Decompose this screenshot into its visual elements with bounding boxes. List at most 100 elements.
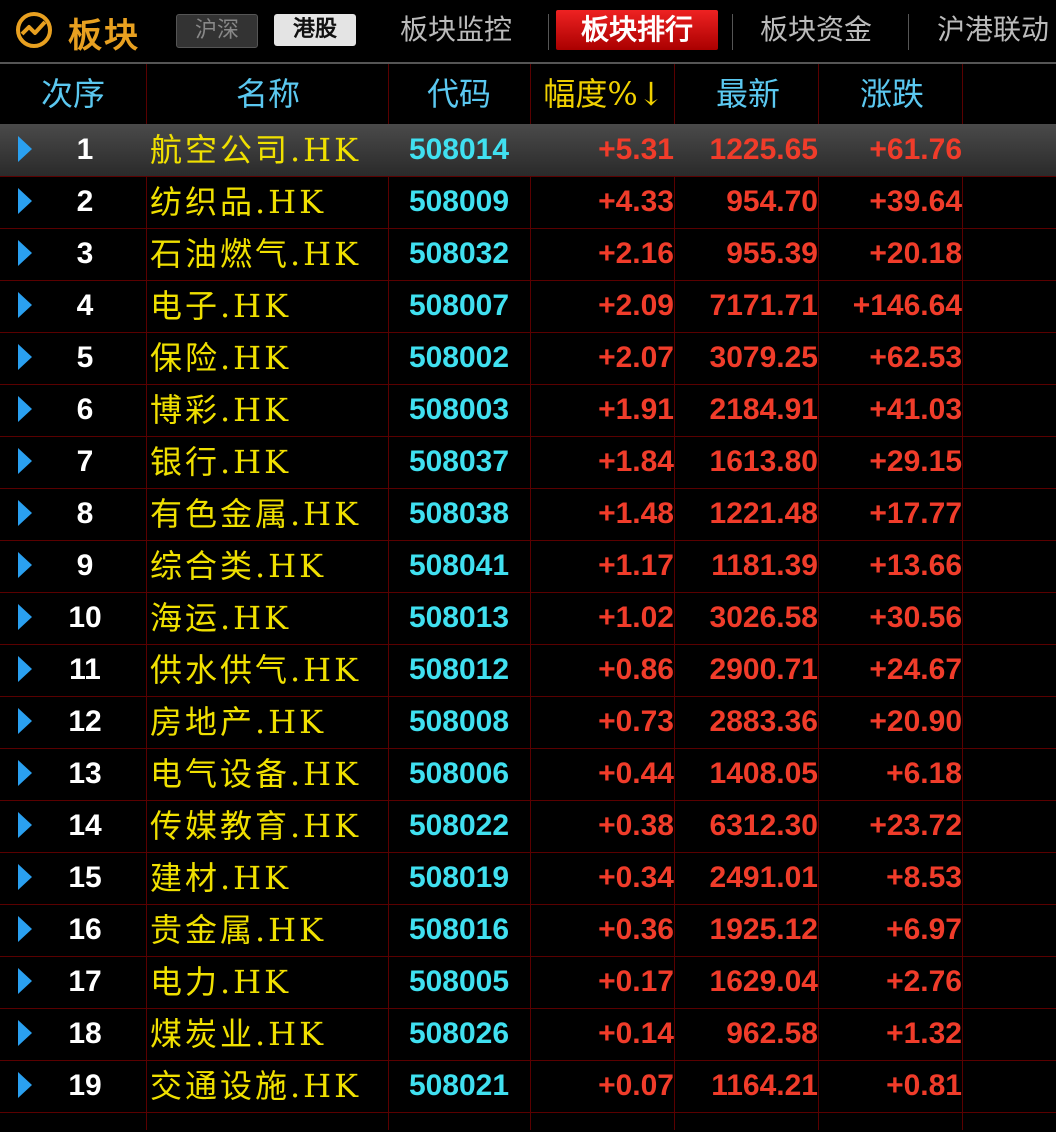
last-price-cell: 955.39 — [726, 237, 818, 270]
change-cell: +61.76 — [869, 133, 962, 166]
tab-sh-hk-link[interactable]: 沪港联动 — [936, 13, 1049, 46]
table-row[interactable]: 16 贵金属.HK 508016 +0.36 1925.12 +6.97 — [0, 904, 1056, 957]
sector-name-cell: 有色金属.HK — [150, 495, 361, 533]
column-divider — [674, 64, 675, 1130]
play-triangle-icon — [18, 812, 32, 838]
table-row[interactable]: 14 传媒教育.HK 508022 +0.38 6312.30 +23.72 — [0, 800, 1056, 853]
last-price-cell: 3079.25 — [709, 341, 818, 374]
change-cell: +24.67 — [869, 653, 962, 686]
change-cell: +23.72 — [869, 809, 962, 842]
sector-name-cell: 电气设备.HK — [150, 755, 361, 793]
sector-code-cell: 508032 — [408, 237, 510, 270]
change-pct-cell: +0.44 — [598, 757, 674, 790]
change-pct-cell: +5.31 — [598, 133, 674, 166]
sector-name-cell: 电子.HK — [150, 287, 291, 325]
sector-name-cell: 建材.HK — [150, 859, 291, 897]
play-triangle-icon — [18, 552, 32, 578]
table-row[interactable]: 12 房地产.HK 508008 +0.73 2883.36 +20.90 — [0, 696, 1056, 749]
sector-code-cell: 508007 — [408, 289, 510, 322]
last-price-cell: 2883.36 — [709, 705, 818, 738]
last-price-cell: 2900.71 — [709, 653, 818, 686]
table-row[interactable]: 13 电气设备.HK 508006 +0.44 1408.05 +6.18 — [0, 748, 1056, 801]
rank-cell: 5 — [76, 341, 94, 374]
column-header-rank[interactable]: 次序 — [40, 75, 105, 113]
last-price-cell: 6312.30 — [709, 809, 818, 842]
column-header-name[interactable]: 名称 — [235, 75, 300, 113]
change-pct-cell: +1.02 — [598, 601, 674, 634]
table-row[interactable]: 3 石油燃气.HK 508032 +2.16 955.39 +20.18 — [0, 228, 1056, 281]
change-pct-cell: +1.91 — [598, 393, 674, 426]
change-cell: +8.53 — [886, 861, 962, 894]
last-price-cell: 3026.58 — [709, 601, 818, 634]
column-header-change[interactable]: 涨跌 — [859, 75, 924, 113]
change-cell: +6.97 — [886, 913, 962, 946]
sector-code-cell: 508014 — [408, 133, 510, 166]
sector-code-cell: 508006 — [408, 757, 510, 790]
play-triangle-icon — [18, 1020, 32, 1046]
sector-name-cell: 交通设施.HK — [150, 1067, 361, 1105]
sector-code-cell: 508026 — [408, 1017, 510, 1050]
rank-cell: 18 — [68, 1017, 102, 1050]
sector-name-cell: 传媒教育.HK — [150, 807, 361, 845]
play-triangle-icon — [18, 136, 32, 162]
tab-sector-funds[interactable]: 板块资金 — [759, 13, 872, 46]
sector-code-cell: 508016 — [408, 913, 510, 946]
play-triangle-icon — [18, 240, 32, 266]
column-divider — [530, 64, 531, 1130]
tab-sector-monitor[interactable]: 板块监控 — [399, 13, 512, 46]
last-price-cell: 1221.48 — [709, 497, 818, 530]
sector-code-cell: 508002 — [408, 341, 510, 374]
change-cell: +6.18 — [886, 757, 962, 790]
market-button-hk[interactable]: 港股 — [274, 14, 356, 46]
rank-cell: 8 — [76, 497, 94, 530]
change-pct-cell: +0.86 — [598, 653, 674, 686]
column-header-code[interactable]: 代码 — [426, 75, 491, 113]
app-title: 板块 — [68, 16, 140, 56]
change-pct-cell: +1.17 — [598, 549, 674, 582]
table-row[interactable]: 8 有色金属.HK 508038 +1.48 1221.48 +17.77 — [0, 488, 1056, 541]
column-header-change-pct[interactable]: 幅度%↓ — [543, 75, 665, 113]
sector-name-cell: 综合类.HK — [150, 547, 326, 585]
table-row[interactable]: 1 航空公司.HK 508014 +5.31 1225.65 +61.76 — [0, 124, 1056, 177]
sector-name-cell: 供水供气.HK — [150, 651, 361, 689]
table-row[interactable]: 2 纺织品.HK 508009 +4.33 954.70 +39.64 — [0, 176, 1056, 229]
sector-code-cell: 508037 — [408, 445, 510, 478]
sector-name-cell: 海运.HK — [150, 599, 291, 637]
table-row[interactable]: 9 综合类.HK 508041 +1.17 1181.39 +13.66 — [0, 540, 1056, 593]
last-price-cell: 2184.91 — [709, 393, 818, 426]
sector-name-cell: 房地产.HK — [150, 703, 326, 741]
market-button-shsz[interactable]: 沪深 — [176, 14, 258, 48]
table-row[interactable]: 7 银行.HK 508037 +1.84 1613.80 +29.15 — [0, 436, 1056, 489]
column-divider — [962, 64, 963, 1130]
rank-cell: 19 — [68, 1069, 102, 1102]
change-pct-cell: +2.09 — [598, 289, 674, 322]
play-triangle-icon — [18, 916, 32, 942]
sector-name-cell: 贵金属.HK — [150, 911, 326, 949]
play-triangle-icon — [18, 344, 32, 370]
sector-code-cell: 508012 — [408, 653, 510, 686]
table-row[interactable]: 4 电子.HK 508007 +2.09 7171.71 +146.64 — [0, 280, 1056, 333]
change-pct-cell: +2.16 — [598, 237, 674, 270]
table-row[interactable]: 15 建材.HK 508019 +0.34 2491.01 +8.53 — [0, 852, 1056, 905]
sector-ranking-table: 次序 名称 代码 幅度%↓ 最新 涨跌 1 航空公司.HK 508014 +5.31 1… — [0, 64, 1056, 1130]
table-row[interactable]: 18 煤炭业.HK 508026 +0.14 962.58 +1.32 — [0, 1008, 1056, 1061]
table-row[interactable]: 19 交通设施.HK 508021 +0.07 1164.21 +0.81 — [0, 1060, 1056, 1113]
sector-code-cell: 508003 — [408, 393, 510, 426]
rank-cell: 16 — [68, 913, 102, 946]
sector-code-cell: 508008 — [408, 705, 510, 738]
play-triangle-icon — [18, 656, 32, 682]
tab-divider — [908, 14, 909, 50]
rank-cell: 13 — [68, 757, 102, 790]
column-header-last[interactable]: 最新 — [715, 75, 780, 113]
tab-sector-ranking[interactable]: 板块排行 — [556, 10, 718, 50]
table-row[interactable]: 17 电力.HK 508005 +0.17 1629.04 +2.76 — [0, 956, 1056, 1009]
table-row[interactable]: 5 保险.HK 508002 +2.07 3079.25 +62.53 — [0, 332, 1056, 385]
table-row[interactable]: 6 博彩.HK 508003 +1.91 2184.91 +41.03 — [0, 384, 1056, 437]
table-row[interactable]: 11 供水供气.HK 508012 +0.86 2900.71 +24.67 — [0, 644, 1056, 697]
table-row[interactable]: 10 海运.HK 508013 +1.02 3026.58 +30.56 — [0, 592, 1056, 645]
sector-code-cell: 508013 — [408, 601, 510, 634]
rank-cell: 9 — [76, 549, 94, 582]
last-price-cell: 7171.71 — [709, 289, 818, 322]
sector-code-cell: 508038 — [408, 497, 510, 530]
last-price-cell: 962.58 — [726, 1017, 818, 1050]
